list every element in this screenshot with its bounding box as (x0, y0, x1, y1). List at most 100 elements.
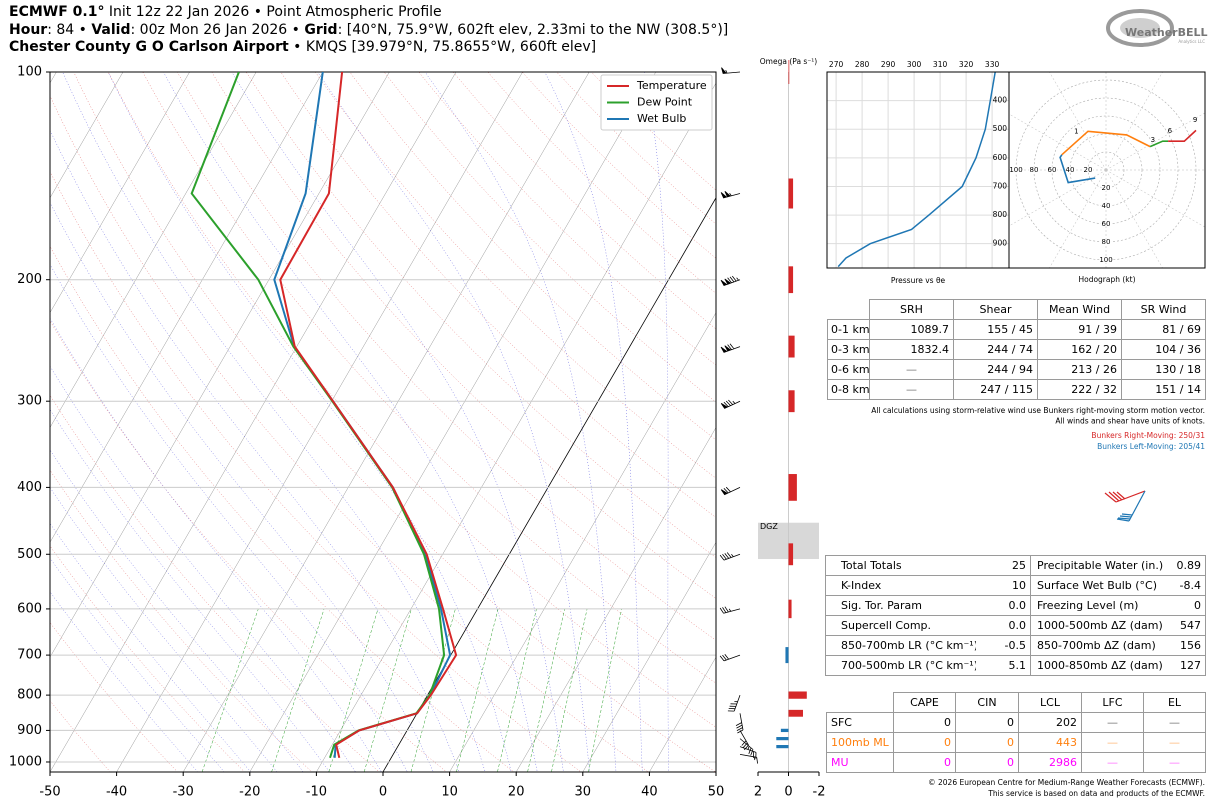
table-cell: — (1143, 752, 1206, 773)
moist-adiabat (50, 557, 225, 772)
logo-name: WeatherBELL (1125, 26, 1208, 39)
header-line: Hour: 84 • Valid: 00z Mon 26 Jan 2026 • … (9, 22, 728, 40)
table-cell: MU (826, 752, 894, 773)
table-cell: 0.0 (975, 595, 1031, 616)
dry-adiabat (50, 469, 313, 772)
table-cell: — (869, 379, 954, 400)
isotherm (582, 541, 716, 772)
legend-label: Wet Bulb (637, 112, 686, 125)
table-cell: Freezing Level (m) (1030, 595, 1166, 616)
y-tick-label: 800 (17, 688, 42, 703)
x-tick-label: 50 (708, 785, 725, 800)
isotherm (50, 72, 57, 84)
hodo-spoke (1009, 169, 1107, 227)
hodo-height-label: 6 (1168, 127, 1173, 135)
table-cell: 162 / 20 (1037, 339, 1122, 360)
moist-adiabat (544, 72, 643, 772)
table-cell: 25 (975, 555, 1031, 576)
x-tick-label: -2 (813, 785, 826, 800)
x-tick-label: 0 (379, 785, 387, 800)
dry-adiabat (280, 72, 716, 518)
mixing-ratio (456, 608, 499, 772)
x-tick-label: 280 (855, 60, 870, 69)
dry-adiabat (50, 245, 515, 772)
wind-barb (720, 343, 741, 353)
moist-adiabat (50, 449, 304, 772)
hodo-spoke (1105, 112, 1205, 171)
table-cell: 2986 (1018, 752, 1082, 773)
mixing-ratio (588, 608, 622, 772)
hodo-ring (1087, 151, 1125, 189)
wind-barb (720, 399, 741, 409)
hodo-spoke (1009, 113, 1107, 171)
y-tick-label: 300 (17, 394, 42, 409)
table-cell: SRH (869, 299, 954, 320)
table-cell: -0.5 (975, 635, 1031, 656)
table-row: MU 0 0 2986— — (826, 752, 1206, 773)
dgz-label: DGZ (760, 522, 778, 531)
isotherm (515, 426, 716, 772)
wind-barb (727, 694, 741, 712)
x-tick-label: 270 (829, 60, 844, 69)
table-cell: 1000-850mb ΔZ (dam) (1030, 655, 1166, 676)
theta-e-title: Pressure vs θe (891, 276, 946, 285)
omega-bar (780, 728, 789, 733)
hodograph-background (1009, 72, 1205, 268)
table-cell: 244 / 74 (953, 339, 1038, 360)
mixing-ratio (271, 608, 325, 772)
table-cell: 151 / 14 (1121, 379, 1206, 400)
table-cell: — (869, 359, 954, 380)
header-text: • KMQS [39.979°N, 75.8655°W, 660ft elev] (288, 39, 597, 55)
isotherm (50, 72, 390, 658)
header-key: Valid (91, 21, 131, 38)
hodo-ring (1033, 97, 1179, 243)
note: All winds and shear have units of knots. (1055, 417, 1205, 426)
footer: © 2026 European Centre for Medium-Range … (928, 778, 1205, 787)
dry-adiabat (176, 72, 716, 641)
table-cell: -8.4 (1165, 575, 1206, 596)
y-tick-label: 500 (993, 124, 1008, 133)
dry-adiabat (245, 72, 716, 558)
dry-adiabat (73, 72, 716, 772)
plot-frame (49, 71, 717, 773)
mixing-ratio (201, 608, 259, 772)
table-row: 0-8 km —247 / 115 222 / 32 151 / 14 (827, 379, 1206, 400)
table-row: SFC 0 0 202— — (826, 712, 1206, 733)
logo-swirl (1106, 9, 1174, 47)
isotherm (649, 656, 716, 772)
x-tick-label: 310 (933, 60, 948, 69)
isotherm (249, 72, 657, 772)
table-cell: 0 (893, 712, 956, 733)
x-tick-label: -40 (106, 785, 127, 800)
dry-adiabat (50, 394, 380, 772)
omega-bar (788, 178, 794, 209)
omega-bar (776, 737, 789, 741)
hodo-ring-label: 80 (1030, 166, 1039, 174)
table-row: SRH Shear Mean Wind SR Wind (828, 299, 1206, 320)
table-cell: 244 / 94 (953, 359, 1038, 380)
moist-adiabat (50, 201, 434, 772)
dry-adiabat (50, 320, 447, 772)
table-cell (827, 693, 894, 713)
y-tick-label: 1000 (9, 754, 42, 769)
table-cell: 10 (975, 575, 1031, 596)
hodograph-title: Hodograph (kt) (1078, 275, 1135, 284)
header-text: : 84 • (47, 21, 92, 38)
table-cell: — (1081, 712, 1144, 733)
plot-frame (826, 71, 1010, 269)
table-cell: — (1143, 732, 1206, 753)
hodo-height-label: 1 (1074, 128, 1078, 136)
header: ECMWF 0.1° Init 12z 22 Jan 2026 • Point … (9, 4, 728, 57)
table-cell: 443 (1018, 732, 1082, 753)
hodo-ring (1069, 133, 1143, 207)
moist-adiabat (231, 72, 564, 772)
mixing-ratio (551, 608, 588, 772)
dry-adiabat (418, 72, 716, 366)
hodo-trace (1059, 154, 1096, 184)
table-cell: 5.1 (975, 655, 1031, 676)
logo-swirl (1120, 18, 1160, 38)
hodo-spoke (1049, 169, 1107, 268)
table-cell: 222 / 32 (1037, 379, 1122, 400)
moist-adiabat (62, 72, 486, 772)
